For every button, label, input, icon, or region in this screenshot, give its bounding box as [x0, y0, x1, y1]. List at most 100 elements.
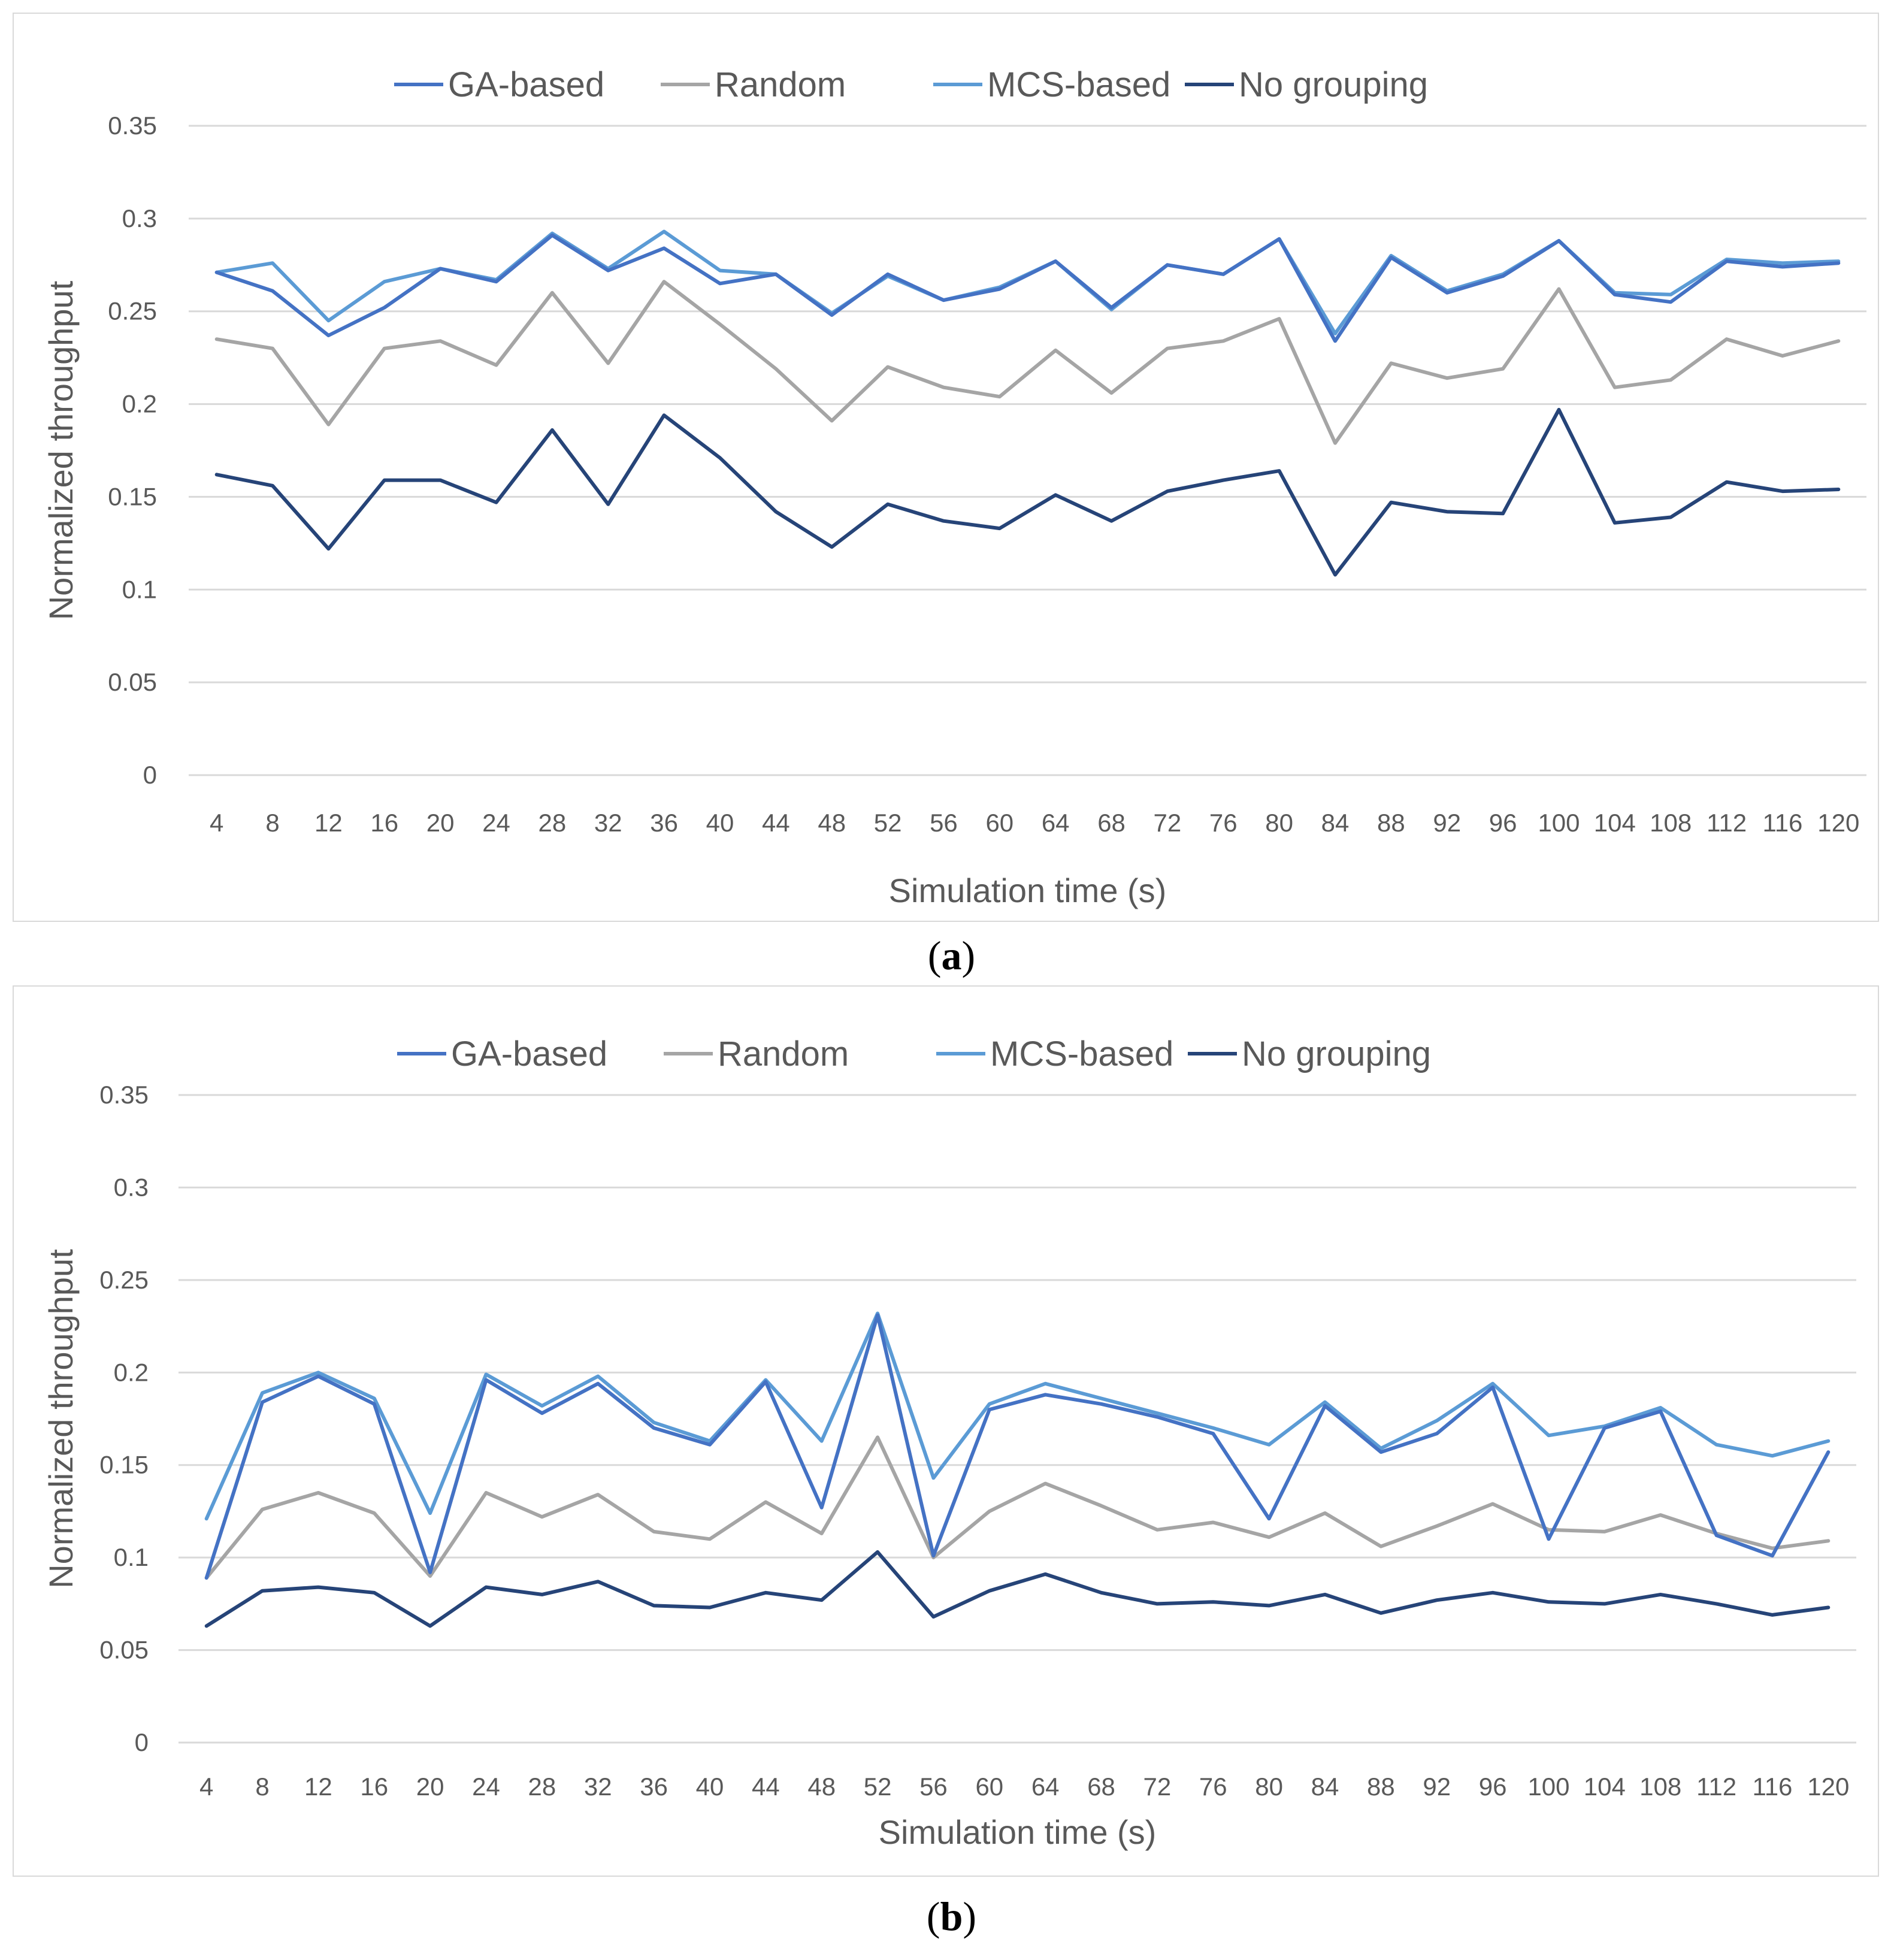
series-line-nogroup — [204, 1550, 1831, 1628]
x-tick-label: 92 — [1433, 809, 1461, 837]
legend-label: Random — [718, 1035, 849, 1073]
y-tick-label: 0.35 — [108, 111, 157, 140]
legend-label: No grouping — [1242, 1035, 1431, 1073]
x-tick-label: 80 — [1265, 809, 1293, 837]
x-tick-label: 16 — [360, 1773, 388, 1801]
y-tick-label: 0.2 — [122, 390, 157, 418]
y-tick-label: 0.3 — [122, 204, 157, 232]
x-tick-label: 80 — [1255, 1773, 1283, 1801]
series-line-random — [214, 280, 1841, 445]
x-tick-label: 108 — [1650, 809, 1692, 837]
x-tick-label: 76 — [1209, 809, 1238, 837]
series-line-nogroup — [214, 407, 1841, 577]
chart-panel-a: 0 0.05 0.1 0.15 0.2 0.25 0.3 0.35 4 8 12 16 20 24 28 32… — [13, 13, 1879, 922]
y-tick-label: 0.15 — [108, 482, 157, 510]
line-chart-b: 00.050.10.150.20.250.30.354 8 12 16 20 24 28 32… — [42, 1035, 1856, 1851]
y-tick-label: 0.25 — [108, 297, 157, 325]
legend-label: No grouping — [1239, 65, 1428, 104]
x-tick-label: 52 — [874, 809, 902, 837]
y-axis-label: Normalized throughput — [42, 1249, 80, 1589]
legend-label: MCS-based — [990, 1035, 1173, 1073]
x-tick-label: 112 — [1696, 1773, 1736, 1801]
x-tick-label: 100 — [1538, 809, 1580, 837]
x-tick-label: 4 — [210, 809, 223, 837]
x-tick-label: 20 — [426, 809, 455, 837]
x-tick-label: 12 — [314, 809, 343, 837]
x-tick-label: 84 — [1321, 809, 1350, 837]
x-tick-label: 8 — [255, 1773, 269, 1801]
x-tick-label: 96 — [1489, 809, 1517, 837]
x-tick-label: 8 — [265, 809, 279, 837]
x-tick-label: 40 — [706, 809, 734, 837]
x-tick-label: 52 — [864, 1773, 892, 1801]
x-tick-label: 12 — [304, 1773, 332, 1801]
y-tick-label: 0.3 — [114, 1173, 149, 1201]
x-tick-label: 24 — [482, 809, 510, 837]
x-tick-label: 88 — [1367, 1773, 1395, 1801]
x-tick-label: 68 — [1087, 1773, 1115, 1801]
x-tick-label: 92 — [1423, 1773, 1451, 1801]
x-tick-label: 88 — [1377, 809, 1405, 837]
x-tick-label: 16 — [370, 809, 398, 837]
y-tick-label: 0.05 — [108, 668, 157, 696]
x-tick-label: 84 — [1311, 1773, 1339, 1801]
x-tick-label: 20 — [416, 1773, 444, 1801]
y-tick-label: 0.25 — [99, 1266, 149, 1294]
y-tick-label: 0 — [135, 1728, 149, 1756]
x-tick-label: 28 — [538, 809, 567, 837]
x-tick-label: 36 — [640, 1773, 668, 1801]
series-line-random — [204, 1435, 1831, 1580]
x-tick-label: 120 — [1807, 1773, 1849, 1801]
series-line-mcs — [214, 229, 1841, 335]
x-tick-label: 72 — [1154, 809, 1182, 837]
x-tick-label: 120 — [1817, 809, 1859, 837]
y-tick-label: 0.2 — [114, 1358, 149, 1386]
y-tick-label: 0.1 — [114, 1543, 149, 1571]
x-tick-label: 100 — [1527, 1773, 1569, 1801]
x-tick-label: 28 — [528, 1773, 556, 1801]
y-tick-label: 0.15 — [99, 1451, 149, 1479]
x-tick-label: 48 — [818, 809, 846, 837]
x-tick-label: 44 — [752, 1773, 780, 1801]
x-tick-label: 108 — [1639, 1773, 1681, 1801]
series-line-ga — [204, 1313, 1831, 1580]
caption-a: (a) — [927, 933, 976, 978]
x-tick-label: 56 — [919, 1773, 948, 1801]
y-tick-label: 0.1 — [122, 575, 157, 603]
y-tick-label: 0.05 — [99, 1636, 149, 1664]
x-tick-label: 76 — [1199, 1773, 1227, 1801]
x-tick-label: 96 — [1479, 1773, 1507, 1801]
x-tick-label: 56 — [930, 809, 958, 837]
x-tick-label: 60 — [985, 809, 1013, 837]
x-tick-label: 48 — [807, 1773, 836, 1801]
y-axis-label: Normalized throughput — [42, 280, 80, 620]
legend-label: Random — [715, 65, 846, 104]
series-line-mcs — [204, 1311, 1831, 1521]
series-line-ga — [214, 233, 1841, 343]
x-tick-label: 72 — [1143, 1773, 1172, 1801]
x-tick-label: 64 — [1031, 1773, 1060, 1801]
x-tick-label: 24 — [472, 1773, 500, 1801]
y-tick-label: 0 — [143, 761, 157, 789]
line-chart-a: 00.050.10.150.20.250.30.354 8 12 16 20 24 28 32… — [42, 65, 1866, 909]
y-tick-label: 0.35 — [99, 1081, 149, 1109]
caption-b: (b) — [926, 1894, 977, 1939]
x-tick-label: 68 — [1097, 809, 1126, 837]
legend-label: MCS-based — [987, 65, 1170, 104]
x-tick-label: 4 — [199, 1773, 213, 1801]
legend-label: GA-based — [448, 65, 604, 104]
x-tick-label: 104 — [1594, 809, 1636, 837]
x-tick-label: 40 — [696, 1773, 724, 1801]
x-tick-label: 116 — [1762, 809, 1802, 837]
x-tick-label: 64 — [1042, 809, 1070, 837]
chart-panel-b: 0 0.05 0.1 0.15 0.2 0.25 0.3 0.35 4 8 12 16 20 24 28 32… — [13, 985, 1879, 1877]
x-tick-label: 44 — [762, 809, 790, 837]
x-tick-label: 32 — [594, 809, 622, 837]
x-tick-label: 60 — [975, 1773, 1003, 1801]
x-tick-label: 112 — [1707, 809, 1747, 837]
x-axis-label: Simulation time (s) — [889, 872, 1167, 909]
x-tick-label: 32 — [584, 1773, 612, 1801]
legend-label: GA-based — [451, 1035, 607, 1073]
x-tick-label: 104 — [1584, 1773, 1626, 1801]
x-tick-label: 116 — [1752, 1773, 1792, 1801]
